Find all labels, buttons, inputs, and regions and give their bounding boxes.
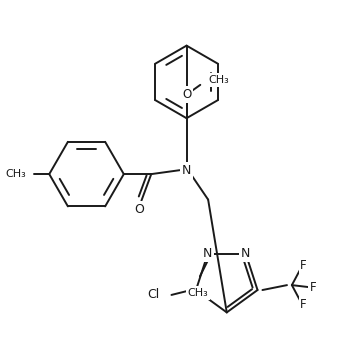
Text: F: F <box>300 259 307 272</box>
Text: CH₃: CH₃ <box>188 288 208 298</box>
Text: F: F <box>310 281 317 294</box>
Text: N: N <box>203 247 213 260</box>
Text: CH₃: CH₃ <box>5 169 26 179</box>
Text: O: O <box>182 88 191 101</box>
Text: Cl: Cl <box>147 288 160 302</box>
Text: N: N <box>241 247 250 260</box>
Text: O: O <box>135 203 144 216</box>
Text: F: F <box>300 298 307 311</box>
Text: CH₃: CH₃ <box>208 75 229 85</box>
Text: N: N <box>182 164 191 177</box>
